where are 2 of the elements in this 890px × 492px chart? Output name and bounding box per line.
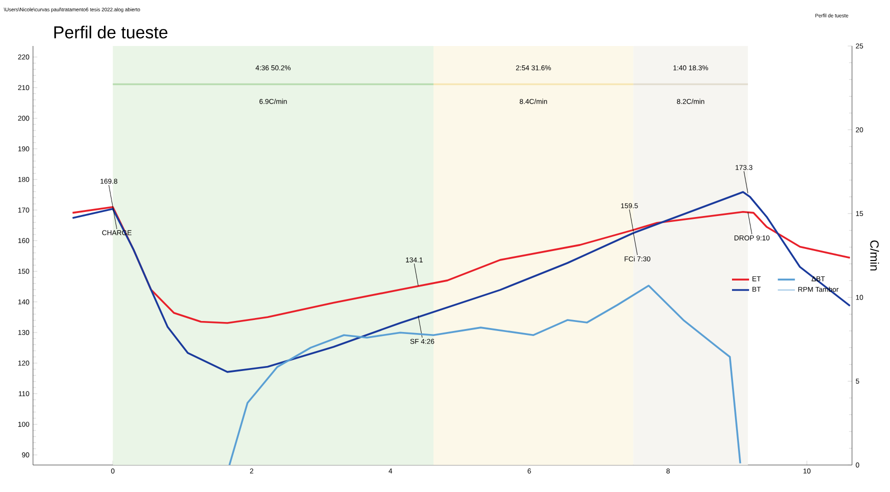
y2-axis-title: C/min xyxy=(870,240,880,270)
chart-title: Perfil de tueste xyxy=(54,26,168,38)
